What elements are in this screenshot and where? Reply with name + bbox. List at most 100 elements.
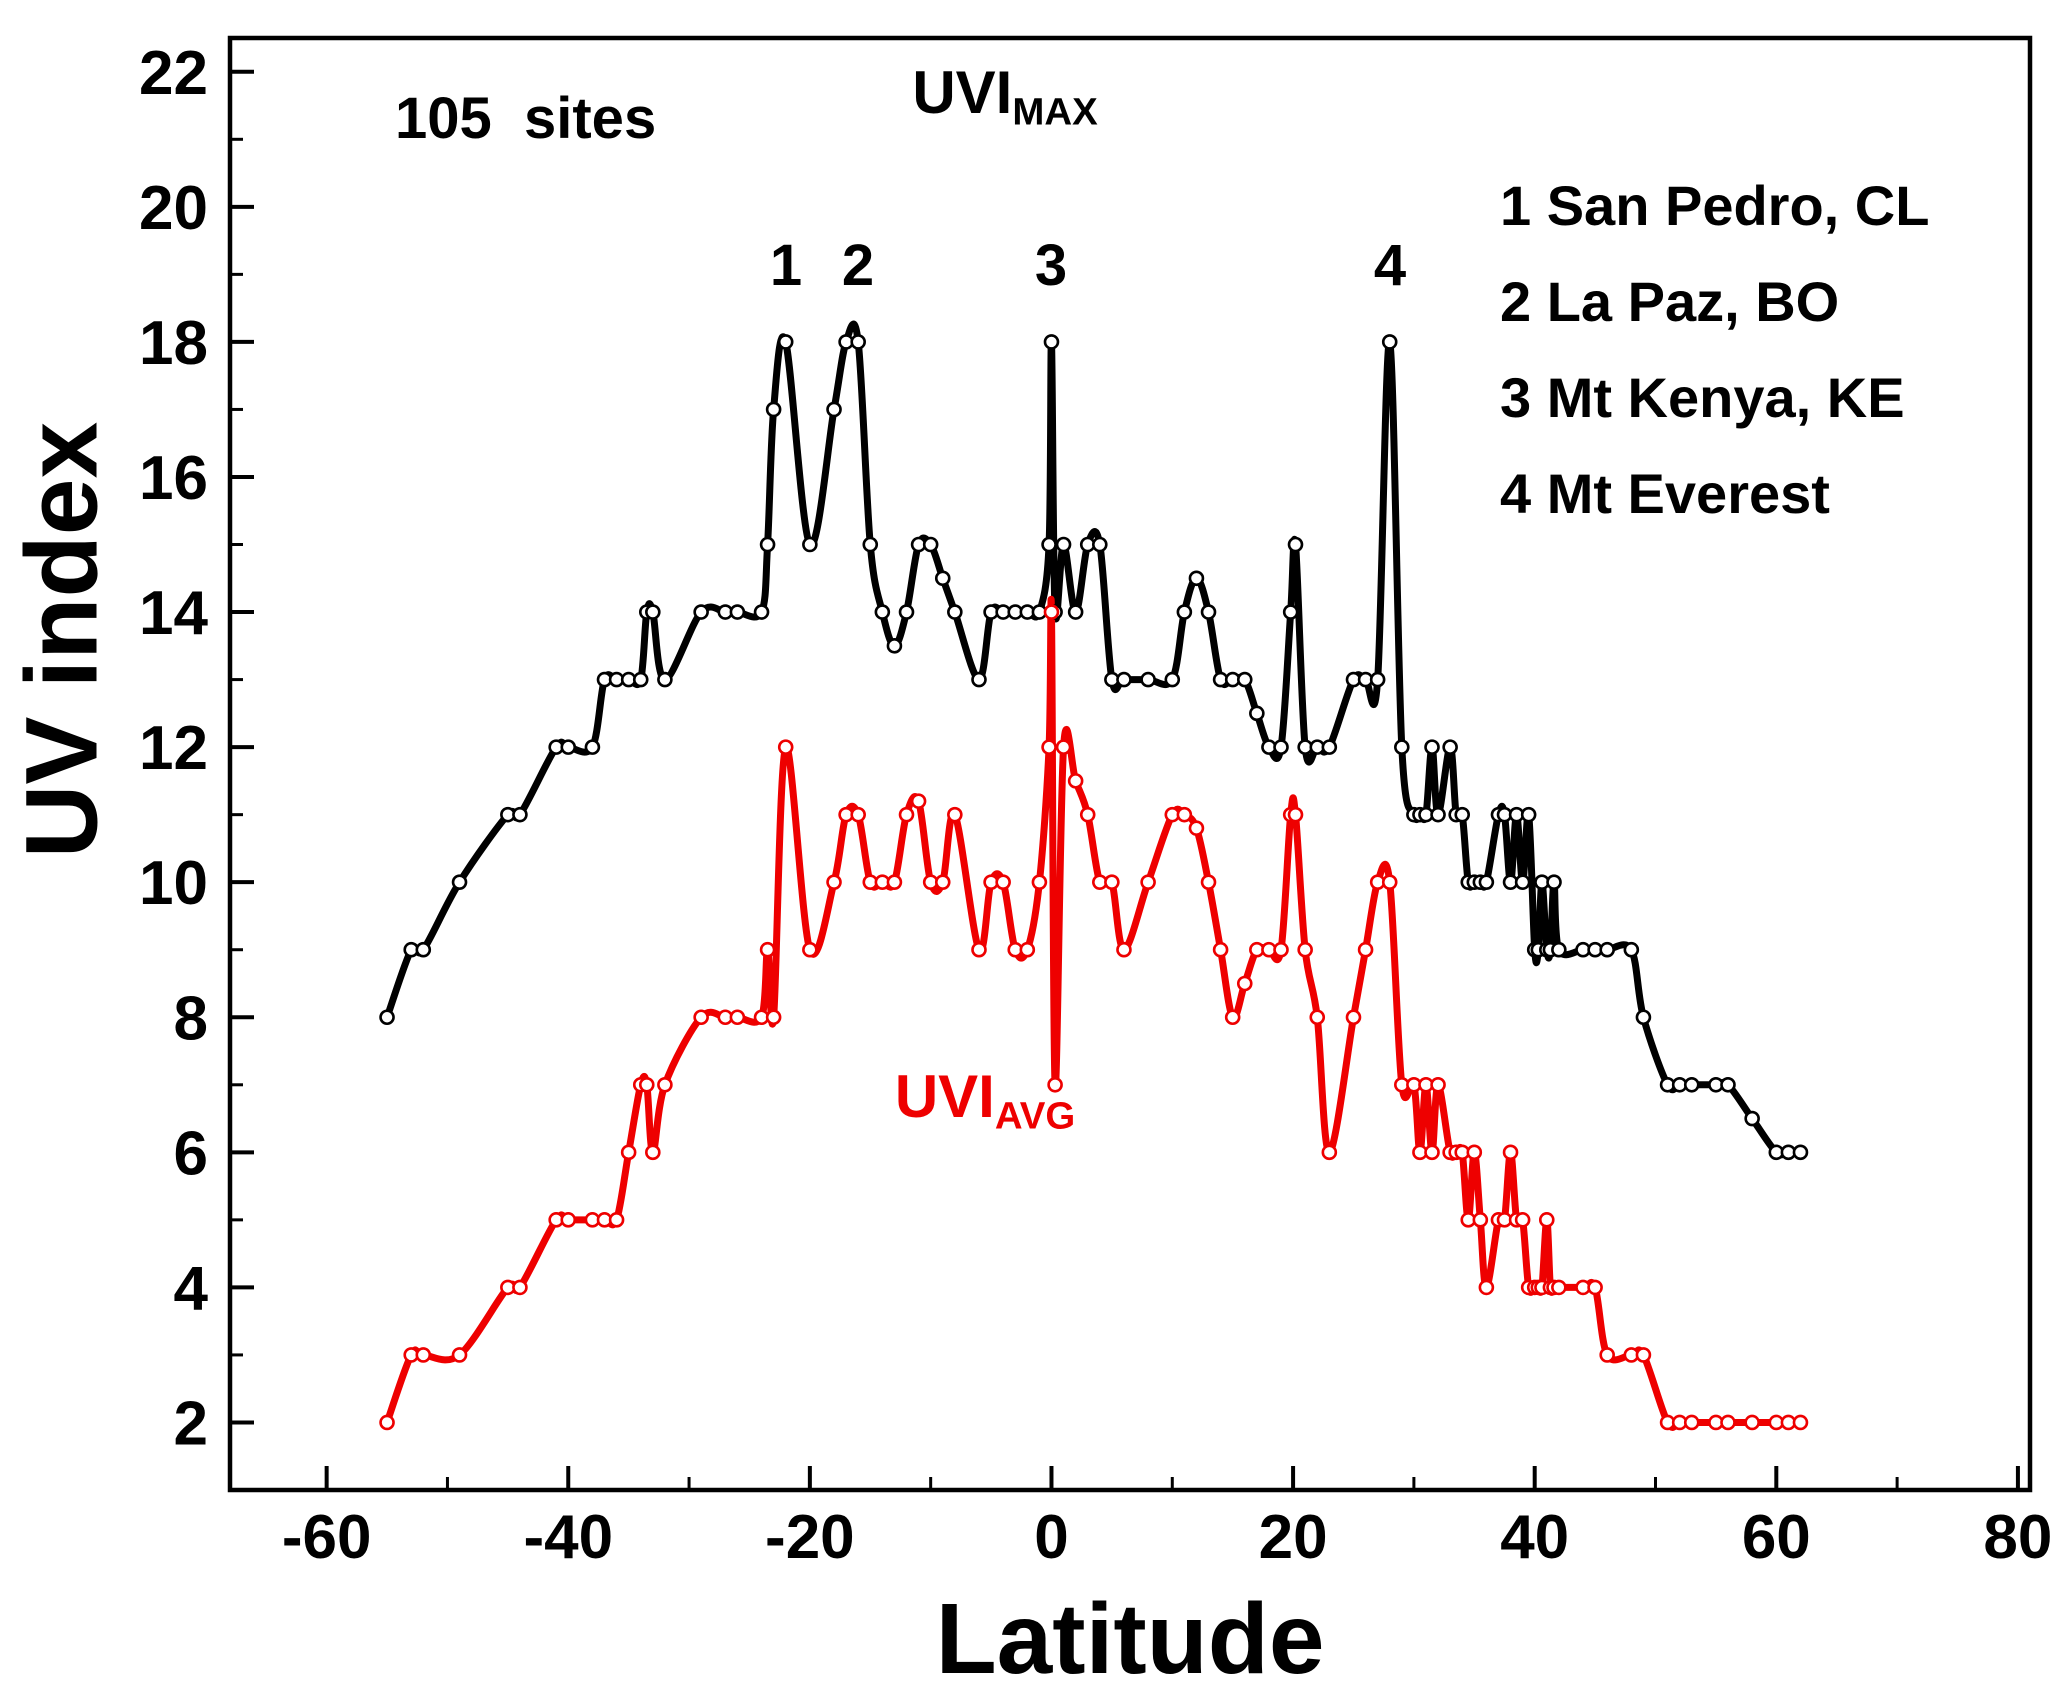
x-tick-label: 0 [1034, 1503, 1068, 1572]
data-point-UVI_MAX [451, 874, 468, 890]
data-point-UVI_AVG [1104, 874, 1120, 890]
data-point-UVI_MAX [1551, 941, 1567, 958]
y-tick-label: 6 [174, 1119, 208, 1188]
data-point-UVI_MAX [1200, 604, 1217, 620]
data-point-UVI_MAX [657, 671, 673, 688]
peak-legend: 1 San Pedro, CL 2 La Paz, BO 3 Mt Kenya,… [1500, 158, 1929, 542]
data-point-UVI_MAX [415, 941, 432, 958]
legend-line-3: 3 Mt Kenya, KE [1500, 366, 1905, 429]
data-point-UVI_MAX [1369, 671, 1386, 688]
data-point-UVI_AVG [415, 1347, 432, 1363]
data-point-UVI_AVG [1188, 820, 1205, 836]
data-point-UVI_AVG [934, 874, 951, 890]
y-tick-label: 2 [174, 1389, 208, 1458]
data-point-UVI_AVG [1321, 1144, 1338, 1161]
data-point-UVI_AVG [729, 1009, 746, 1026]
data-point-UVI_MAX [560, 739, 577, 755]
x-tick-label: 60 [1742, 1503, 1811, 1572]
y-tick-label: 14 [139, 579, 208, 648]
data-point-UVI_AVG [1079, 806, 1096, 823]
data-point-UVI_AVG [1212, 941, 1229, 958]
data-point-UVI_AVG [995, 874, 1011, 890]
data-point-UVI_MAX [886, 638, 903, 654]
data-point-UVI_AVG [1466, 1144, 1483, 1161]
uvi-avg-series-label: UVIAVG [895, 1062, 1075, 1139]
uvi-max-subscript: MAX [1012, 90, 1098, 134]
y-tick-label: 18 [139, 309, 208, 378]
data-point-UVI_MAX [379, 1009, 395, 1026]
data-point-UVI_MAX [512, 806, 528, 823]
data-point-UVI_MAX [1792, 1144, 1809, 1161]
data-point-UVI_AVG [910, 793, 927, 809]
y-tick-label: 16 [139, 444, 208, 513]
data-point-UVI_AVG [1599, 1347, 1615, 1363]
data-point-UVI_MAX [584, 739, 601, 755]
data-point-UVI_AVG [620, 1144, 637, 1161]
data-point-UVI_AVG [1200, 874, 1217, 890]
data-point-UVI_AVG [947, 806, 963, 823]
data-point-UVI_AVG [1236, 975, 1253, 992]
data-point-UVI_MAX [1164, 671, 1181, 688]
uvi-avg-subscript: AVG [994, 1094, 1076, 1138]
data-point-UVI_AVG [1514, 1212, 1531, 1228]
data-point-UVI_MAX [826, 401, 842, 418]
data-point-UVI_AVG [379, 1414, 395, 1431]
data-point-UVI_MAX [777, 334, 794, 350]
data-point-UVI_MAX [753, 604, 770, 620]
data-point-UVI_MAX [1599, 941, 1615, 958]
uvi-avg-text: UVI [894, 1063, 995, 1130]
data-point-UVI_AVG [886, 874, 903, 890]
data-point-UVI_AVG [693, 1009, 709, 1026]
uvi-max-series-label: UVIMAX [912, 58, 1097, 135]
data-point-UVI_AVG [765, 1009, 782, 1026]
data-point-UVI_MAX [1176, 604, 1193, 620]
data-point-UVI_AVG [1551, 1279, 1567, 1296]
data-point-UVI_AVG [759, 941, 776, 958]
data-point-UVI_MAX [1273, 739, 1289, 755]
data-point-UVI_AVG [777, 739, 794, 755]
data-point-UVI_MAX [1287, 536, 1304, 553]
data-point-UVI_AVG [826, 874, 842, 890]
data-point-UVI_MAX [1424, 739, 1440, 755]
y-tick-label: 10 [139, 849, 208, 918]
peak-label-3: 3 [1034, 233, 1068, 298]
data-point-UVI_AVG [1381, 874, 1398, 890]
data-point-UVI_MAX [1249, 705, 1265, 722]
data-point-UVI_AVG [451, 1347, 468, 1363]
data-point-UVI_MAX [1321, 739, 1338, 755]
y-tick-label: 12 [139, 714, 208, 783]
data-point-UVI_AVG [1478, 1279, 1495, 1296]
data-point-UVI_MAX [1043, 334, 1060, 350]
data-point-UVI_MAX [1520, 806, 1537, 823]
data-point-UVI_AVG [1041, 739, 1057, 755]
data-point-UVI_MAX [850, 334, 866, 350]
data-point-UVI_AVG [1116, 941, 1132, 958]
data-point-UVI_MAX [1055, 536, 1072, 553]
plot-frame [227, 35, 2033, 1493]
x-axis-title: Latitude [935, 1583, 1325, 1695]
peak-label-1: 1 [769, 233, 803, 298]
data-point-UVI_MAX [1091, 536, 1108, 553]
y-tick-label: 22 [139, 39, 208, 108]
data-point-UVI_MAX [1546, 874, 1562, 890]
data-point-UVI_MAX [1478, 874, 1495, 890]
data-point-UVI_AVG [1287, 806, 1304, 823]
peak-label-4: 4 [1373, 233, 1407, 298]
data-point-UVI_AVG [1047, 1076, 1063, 1093]
data-point-UVI_AVG [1309, 1009, 1326, 1026]
data-point-UVI_MAX [1442, 739, 1458, 755]
data-point-UVI_MAX [1635, 1009, 1652, 1026]
data-point-UVI_AVG [560, 1212, 577, 1228]
data-point-UVI_MAX [862, 536, 879, 553]
x-tick-label: -40 [523, 1503, 613, 1572]
data-point-UVI_MAX [1067, 604, 1084, 620]
data-point-UVI_AVG [638, 1076, 655, 1093]
data-point-UVI_MAX [1282, 604, 1299, 620]
data-point-UVI_MAX [632, 671, 649, 688]
data-point-UVI_MAX [898, 604, 915, 620]
data-point-UVI_AVG [1297, 941, 1313, 958]
data-point-UVI_AVG [1043, 604, 1060, 620]
data-point-UVI_MAX [934, 570, 951, 587]
data-point-UVI_MAX [922, 536, 939, 553]
